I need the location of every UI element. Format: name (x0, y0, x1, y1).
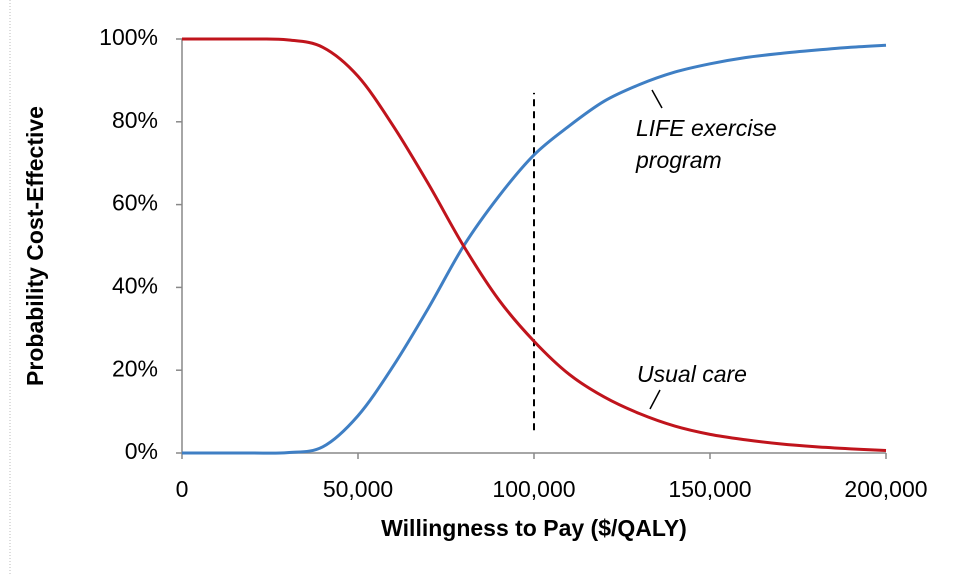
annotation: Usual care (637, 361, 747, 387)
x-tick-label: 200,000 (844, 476, 927, 502)
x-tick-label: 150,000 (668, 476, 751, 502)
y-tick-label: 100% (99, 24, 158, 50)
series-line (182, 43, 887, 455)
y-tick-label: 20% (112, 355, 158, 381)
x-tick-label: 100,000 (492, 476, 575, 502)
y-tick-label: 0% (125, 438, 158, 464)
y-tick-label: 40% (112, 272, 158, 298)
annotation: program (635, 147, 722, 173)
annotation: LIFE exercise (636, 115, 777, 141)
y-tick-label: 60% (112, 190, 158, 216)
x-tick-label: 0 (176, 476, 189, 502)
x-tick-label: 50,000 (323, 476, 393, 502)
x-axis-title: Willingness to Pay ($/QALY) (381, 515, 687, 541)
y-axis-title: Probability Cost-Effective (22, 106, 48, 386)
annotation-leader (649, 389, 661, 410)
annotation-leader (651, 89, 663, 109)
series-line (181, 37, 887, 453)
y-tick-label: 80% (112, 107, 158, 133)
